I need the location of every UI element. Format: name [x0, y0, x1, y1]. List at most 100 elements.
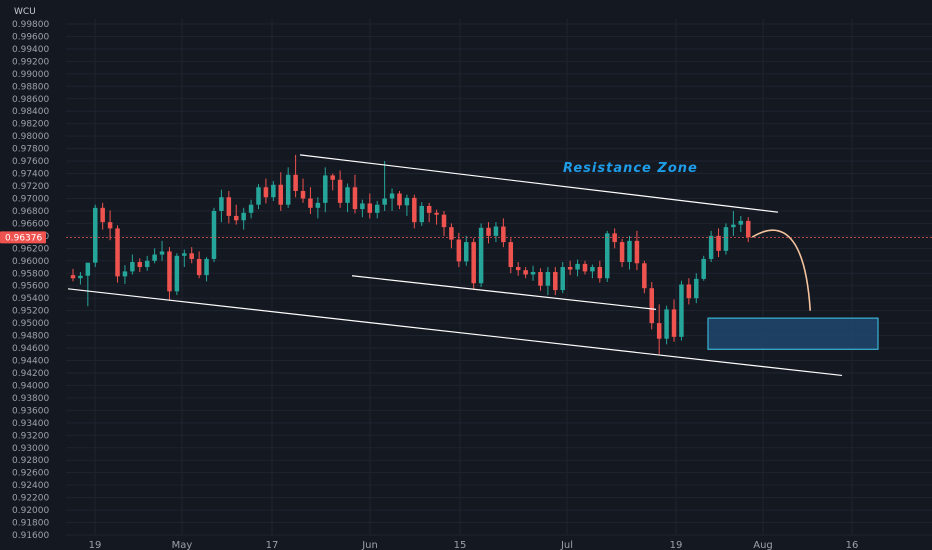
time-axis[interactable]: 19 May 17 Jun 15 Jul 19 Aug 16 [89, 540, 859, 550]
candle-body [501, 226, 506, 243]
price-tick-label: 0.98400 [12, 107, 49, 117]
price-tick-label: 0.94000 [12, 381, 49, 391]
target-zone-box[interactable] [707, 317, 879, 350]
candle-body [122, 271, 128, 277]
time-tick-label: 19 [670, 540, 683, 550]
candle-body [538, 272, 543, 286]
time-tick-label: Jul [560, 540, 573, 550]
price-tick-label: 0.97600 [12, 157, 49, 167]
candle-body [137, 262, 143, 268]
price-tick-label: 0.97400 [12, 170, 49, 180]
price-axis[interactable]: 0.99800 0.99600 0.99400 0.99200 0.99000 0.988… [0, 20, 49, 541]
middle-channel-line[interactable] [351, 275, 657, 311]
candle-body [679, 284, 684, 337]
time-tick-label: 17 [266, 540, 279, 550]
price-tick-label: 0.93600 [12, 406, 49, 416]
price-tick-label: 0.94600 [12, 344, 49, 354]
candle-body [634, 240, 640, 264]
price-tick-label: 0.92000 [12, 506, 49, 516]
candle-body [337, 179, 343, 203]
price-tick-label: 0.98000 [12, 132, 49, 142]
price-tick-label: 0.96200 [12, 244, 49, 254]
candle-body [708, 235, 714, 259]
candle-body [464, 242, 469, 262]
candle-body [241, 212, 246, 221]
candle-body [694, 278, 699, 299]
candle-body [308, 198, 313, 208]
candle-body [278, 184, 284, 205]
time-tick-label: Aug [753, 540, 773, 550]
candle-body [434, 212, 439, 215]
candle-body [738, 220, 744, 225]
candle-body [323, 175, 328, 203]
price-tick-label: 0.94200 [12, 369, 49, 379]
candle-body [70, 275, 76, 279]
candle-body [731, 224, 736, 228]
price-tick-label: 0.99800 [12, 20, 49, 30]
price-tick-label: 0.93400 [12, 419, 49, 429]
price-tick-label: 0.97000 [12, 194, 49, 204]
candle-body [263, 187, 269, 198]
candle-body [426, 205, 432, 213]
price-tick-label: 0.96000 [12, 257, 49, 267]
candle-body [441, 214, 447, 228]
candle-body [449, 227, 454, 240]
candle-body [78, 275, 83, 279]
candle-body [560, 267, 565, 291]
candle-body [597, 267, 603, 279]
time-tick-label: May [172, 540, 193, 550]
price-tick-label: 0.97800 [12, 145, 49, 155]
price-tick-label: 0.92200 [12, 494, 49, 504]
candle-body [404, 197, 410, 206]
candle-body [374, 204, 380, 213]
candle-body [382, 198, 387, 205]
price-tick-label: 0.92600 [12, 469, 49, 479]
candle-body [723, 227, 729, 251]
lower-channel-line[interactable] [67, 288, 843, 377]
candle-body [649, 288, 655, 324]
forecast-arrow-curve[interactable] [751, 229, 812, 311]
price-tick-label: 0.96600 [12, 219, 49, 229]
candle-body [604, 233, 610, 279]
grid [66, 19, 932, 536]
candle-body [144, 260, 150, 268]
candle-body [419, 205, 424, 223]
candle-body [582, 263, 588, 272]
current-price-value: 0.96376 [5, 233, 42, 243]
candle-body [745, 220, 751, 238]
symbol-label: WCU [14, 7, 36, 17]
candle-body [196, 258, 202, 276]
candle-body [100, 207, 105, 223]
candle-body [397, 193, 402, 206]
candle-body [664, 309, 669, 339]
candle-body [716, 235, 721, 251]
candle-body [389, 193, 395, 199]
price-tick-label: 0.95600 [12, 282, 49, 292]
candle-body [352, 187, 358, 210]
price-tick-label: 0.91800 [12, 519, 49, 529]
candle-body [515, 267, 521, 271]
candle-body [523, 270, 528, 275]
candle-body [174, 255, 180, 292]
candle-body [167, 251, 172, 292]
price-tick-label: 0.95000 [12, 319, 49, 329]
candle-body [115, 228, 120, 277]
price-tick-label: 0.95800 [12, 269, 49, 279]
candle-body [486, 227, 491, 236]
current-price-tag [0, 231, 46, 244]
candle-body [360, 203, 365, 210]
candles [70, 154, 751, 355]
price-tick-label: 0.94400 [12, 357, 49, 367]
candle-body [575, 263, 580, 270]
candle-body [300, 191, 306, 199]
price-tick-label: 0.95400 [12, 294, 49, 304]
price-tick-label: 0.99600 [12, 32, 49, 42]
candle-body [226, 197, 232, 216]
candle-body [130, 262, 135, 272]
candle-body [85, 262, 91, 276]
upper-channel-line[interactable] [299, 154, 779, 213]
candle-body [152, 254, 157, 261]
candle-body [701, 258, 706, 279]
